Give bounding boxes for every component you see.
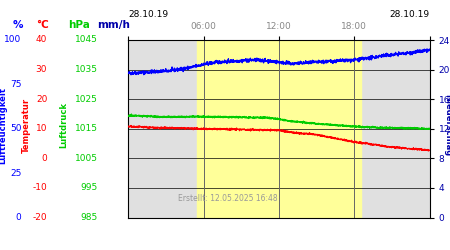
Text: 40: 40 [36,36,47,44]
Text: Temperatur: Temperatur [22,98,31,152]
Text: hPa: hPa [68,20,90,30]
Text: Erstellt: 12.05.2025 16:48: Erstellt: 12.05.2025 16:48 [178,194,278,203]
Text: 100: 100 [4,36,22,44]
Text: -10: -10 [32,184,47,192]
Text: 25: 25 [10,168,22,177]
Text: 985: 985 [81,213,98,222]
Text: Luftfeuchtigkeit: Luftfeuchtigkeit [0,86,7,164]
Text: Luftdruck: Luftdruck [59,102,68,148]
Text: 0: 0 [41,154,47,163]
Text: %: % [13,20,23,30]
Text: 0: 0 [16,213,22,222]
Text: 1005: 1005 [75,154,98,163]
Text: °C: °C [36,20,49,30]
Text: 1045: 1045 [75,36,98,44]
Text: 10: 10 [36,124,47,133]
Text: 995: 995 [81,184,98,192]
Text: 20: 20 [36,95,47,104]
Text: Niederschlag: Niederschlag [443,94,450,156]
Text: 50: 50 [10,124,22,133]
Text: 1035: 1035 [75,65,98,74]
Text: 75: 75 [10,80,22,89]
Text: 1025: 1025 [75,95,98,104]
Bar [198,40,360,218]
Text: 1015: 1015 [75,124,98,133]
Text: -20: -20 [32,213,47,222]
Text: 28.10.19: 28.10.19 [390,10,430,19]
Text: 30: 30 [36,65,47,74]
Text: mm/h: mm/h [97,20,130,30]
Text: 28.10.19: 28.10.19 [128,10,168,19]
